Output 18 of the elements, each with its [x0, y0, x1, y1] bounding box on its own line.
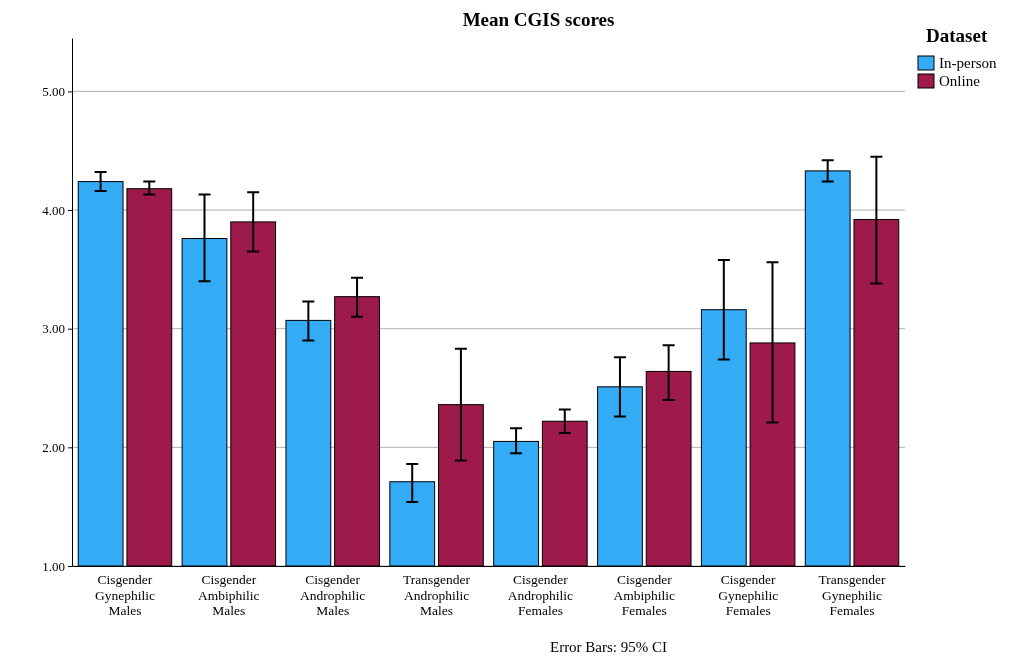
legend-label: In-person — [939, 55, 997, 71]
x-tick-label: Cisgender Gynephilic Females — [718, 572, 779, 618]
text: Error Bars: 95% CI — [549, 639, 668, 655]
x-tick-label: Cisgender Androphilic Females — [507, 572, 574, 618]
legend-title: Dataset — [926, 25, 988, 46]
x-tick-label: Cisgender Ambiphilic Males — [198, 572, 260, 618]
x-tick-label: Transgender Gynephilic Females — [818, 572, 887, 618]
y-tick-label: 3.00 — [42, 321, 65, 337]
x-tick-label: Cisgender Gynephilic Males — [94, 572, 155, 618]
y-tick-label: 1.00 — [42, 558, 65, 574]
x-tick-label: Cisgender Ambiphilic Females — [613, 572, 676, 618]
y-tick-label: 2.00 — [42, 440, 65, 456]
y-tick-label: 4.00 — [42, 202, 65, 218]
y-tick-label: 5.00 — [42, 84, 65, 100]
chart-title: Mean CGIS scores — [462, 9, 615, 30]
legend-label: Online — [939, 73, 981, 89]
x-tick-label: Transgender Androphilic Males — [403, 572, 471, 618]
x-tick-label: Cisgender Androphilic Males — [300, 572, 366, 618]
